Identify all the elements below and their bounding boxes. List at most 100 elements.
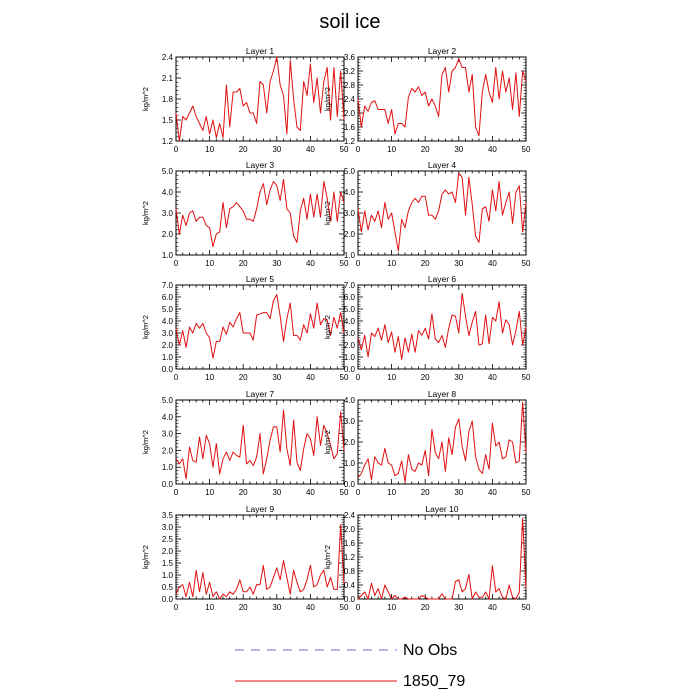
y-tick-label: 2.8	[344, 81, 356, 90]
y-axis-label: kg/m^2	[323, 87, 332, 111]
panel-layer-4: Layer 4kg/m^20 10 20 30 40 501.02.03.04.05.0	[323, 160, 531, 268]
plot-frame	[357, 514, 527, 600]
y-tick-label: 2.0	[162, 446, 174, 455]
y-tick-label: 2.4	[162, 53, 174, 62]
plot-frame	[357, 56, 527, 142]
panel-layer-2: Layer 2kg/m^20 10 20 30 40 501.21.62.02.42.83…	[323, 46, 531, 154]
y-tick-label: 3.0	[162, 523, 174, 532]
x-tick-label: 30	[272, 373, 281, 382]
x-tick-label: 30	[272, 145, 281, 154]
y-axis-label: kg/m^2	[141, 430, 150, 454]
panel-layer-5: Layer 5 kg/m^2 0 10 20 30 40 50 0.0 1.0 2.0 3.0 4.0 5…	[141, 274, 349, 382]
y-tick-label: 0.0	[344, 365, 356, 374]
y-tick-label: 0.0	[162, 480, 174, 489]
x-tick-label: 0	[356, 373, 361, 382]
x-tick-label: 50	[522, 259, 531, 268]
y-tick-label: 2.0	[344, 109, 356, 118]
legend: No Obs 1850_79	[235, 642, 465, 690]
x-tick-label: 10	[205, 259, 214, 268]
panel-title: Layer 2	[428, 46, 457, 56]
x-tick-label: 0	[174, 373, 179, 382]
y-tick-label: 3.0	[162, 209, 174, 218]
y-tick-label: 2.0	[344, 438, 356, 447]
y-axis-label: kg/m^2	[141, 315, 150, 339]
plot-frame	[175, 399, 345, 485]
x-tick-label: 0	[174, 259, 179, 268]
y-tick-label: 2.5	[162, 535, 174, 544]
x-tick-label: 20	[421, 603, 430, 612]
x-tick-label: 20	[421, 259, 430, 268]
y-tick-label: 2.4	[344, 511, 356, 520]
series-line-1850-79	[357, 58, 527, 137]
series-line-1850-79	[357, 518, 527, 600]
series-line-1850-79	[175, 409, 345, 480]
y-tick-label: 3.0	[344, 417, 356, 426]
y-tick-label: 2.0	[344, 525, 356, 534]
legend-label-1850-79: 1850_79	[403, 673, 465, 690]
y-axis-label: kg/m^2	[323, 430, 332, 454]
y-tick-label: 5.0	[344, 167, 356, 176]
panel-title: Layer 5	[246, 274, 275, 284]
x-tick-label: 0	[356, 488, 361, 497]
x-tick-label: 50	[522, 145, 531, 154]
y-tick-label: 1.0	[162, 463, 174, 472]
x-tick-label: 10	[387, 259, 396, 268]
panel-title: Layer 1	[246, 46, 275, 56]
y-tick-label: 1.0	[344, 353, 356, 362]
y-tick-label: 1.2	[162, 137, 174, 146]
x-tick-label: 30	[454, 373, 463, 382]
y-tick-label: 2.1	[162, 74, 174, 83]
panel-layer-3: Layer 3 kg/m^2 0 10 20 30 40 50 1.0 2.0 3.0 4.0 5.0	[141, 160, 349, 268]
y-tick-label: 1.0	[344, 251, 356, 260]
panel-layer-6: Layer 6kg/m^20 10 20 30 40 500.01.02.03.04.05…	[323, 274, 531, 382]
y-tick-label: 2.0	[344, 230, 356, 239]
y-tick-label: 4.0	[162, 188, 174, 197]
x-tick-label: 20	[421, 488, 430, 497]
y-tick-label: 1.5	[162, 116, 174, 125]
x-tick-label: 50	[522, 603, 531, 612]
x-tick-label: 30	[454, 145, 463, 154]
y-tick-label: 4.0	[344, 317, 356, 326]
y-tick-label: 7.0	[344, 281, 356, 290]
x-tick-label: 40	[488, 259, 497, 268]
panel-title: Layer 3	[246, 160, 275, 170]
x-tick-label: 20	[239, 603, 248, 612]
series-line-1850-79	[175, 524, 345, 600]
panel-title: Layer 8	[428, 389, 457, 399]
series-line-1850-79	[357, 401, 527, 483]
y-tick-label: 4.0	[344, 188, 356, 197]
x-tick-label: 10	[387, 145, 396, 154]
series-line-1850-79	[357, 292, 527, 360]
y-tick-label: 1.8	[162, 95, 174, 104]
x-tick-label: 0	[356, 603, 361, 612]
panel-layer-8: Layer 8kg/m^20 10 20 30 40 500.01.02.03.04.0	[323, 389, 531, 497]
panel-title: Layer 7	[246, 389, 275, 399]
plot-frame	[175, 514, 345, 600]
x-tick-label: 50	[340, 145, 349, 154]
y-tick-label: 0.4	[344, 581, 356, 590]
x-tick-label: 0	[174, 145, 179, 154]
x-tick-label: 10	[205, 145, 214, 154]
y-tick-label: 3.5	[162, 511, 174, 520]
x-tick-label: 0	[174, 603, 179, 612]
y-tick-label: 2.0	[162, 547, 174, 556]
plot-frame	[175, 170, 345, 256]
y-tick-label: 3.0	[344, 209, 356, 218]
x-tick-label: 40	[306, 488, 315, 497]
y-tick-label: 1.6	[344, 539, 356, 548]
x-tick-label: 40	[306, 373, 315, 382]
y-tick-label: 1.5	[162, 559, 174, 568]
y-tick-label: 7.0	[162, 281, 174, 290]
panel-layer-9: Layer 9 kg/m^2 0 10 20 30 40 50 0.0 0.5 1.0 1.5 2.0 2…	[141, 504, 349, 612]
y-tick-label: 6.0	[162, 293, 174, 302]
x-tick-label: 40	[488, 145, 497, 154]
x-tick-label: 0	[174, 488, 179, 497]
x-tick-label: 40	[306, 145, 315, 154]
y-tick-label: 1.0	[162, 571, 174, 580]
y-tick-label: 2.4	[344, 95, 356, 104]
x-tick-label: 20	[421, 373, 430, 382]
y-axis-label: kg/m^2	[323, 315, 332, 339]
x-tick-label: 30	[454, 259, 463, 268]
